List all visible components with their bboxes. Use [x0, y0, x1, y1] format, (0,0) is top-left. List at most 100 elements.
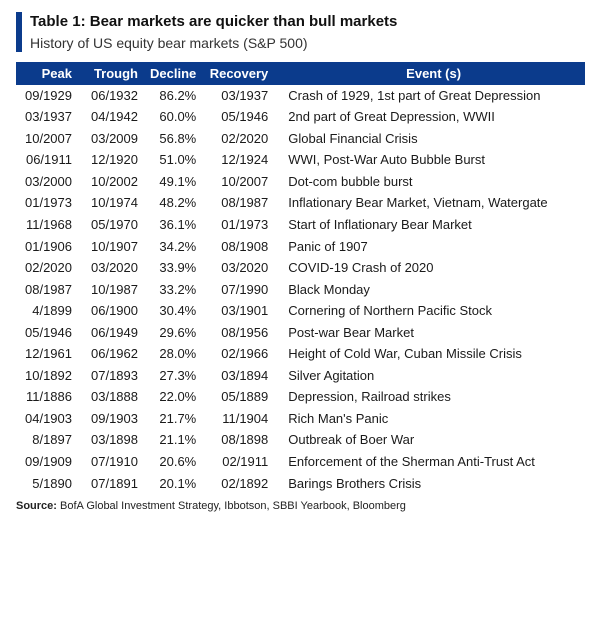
table-row: 10/200703/200956.8%02/2020Global Financi… [16, 128, 585, 150]
title-rest: Bear markets are quicker than bull marke… [86, 13, 398, 30]
cell-event: COVID-19 Crash of 2020 [274, 257, 585, 279]
cell-trough: 03/2020 [78, 257, 144, 279]
cell-peak: 5/1890 [16, 473, 78, 495]
cell-trough: 10/1907 [78, 236, 144, 258]
cell-recovery: 08/1956 [202, 322, 274, 344]
cell-recovery: 02/1966 [202, 343, 274, 365]
col-header-decline: Decline [144, 62, 202, 85]
title-prefix: Table 1: [30, 13, 86, 30]
cell-trough: 10/2002 [78, 171, 144, 193]
cell-recovery: 07/1990 [202, 279, 274, 301]
table-row: 08/198710/198733.2%07/1990Black Monday [16, 279, 585, 301]
cell-decline: 33.9% [144, 257, 202, 279]
col-header-trough: Trough [78, 62, 144, 85]
table-row: 09/192906/193286.2%03/1937Crash of 1929,… [16, 85, 585, 107]
cell-recovery: 08/1987 [202, 192, 274, 214]
cell-event: 2nd part of Great Depression, WWII [274, 106, 585, 128]
cell-decline: 20.6% [144, 451, 202, 473]
cell-trough: 07/1910 [78, 451, 144, 473]
cell-peak: 04/1903 [16, 408, 78, 430]
cell-trough: 03/1888 [78, 386, 144, 408]
cell-recovery: 01/1973 [202, 214, 274, 236]
table-row: 5/189007/189120.1%02/1892Barings Brother… [16, 473, 585, 495]
cell-recovery: 02/1892 [202, 473, 274, 495]
cell-event: Post-war Bear Market [274, 322, 585, 344]
cell-peak: 05/1946 [16, 322, 78, 344]
cell-trough: 06/1962 [78, 343, 144, 365]
cell-decline: 20.1% [144, 473, 202, 495]
cell-decline: 49.1% [144, 171, 202, 193]
title-block: Table 1: Bear markets are quicker than b… [16, 12, 585, 52]
cell-peak: 01/1906 [16, 236, 78, 258]
cell-event: Dot-com bubble burst [274, 171, 585, 193]
cell-peak: 06/1911 [16, 149, 78, 171]
cell-event: Silver Agitation [274, 365, 585, 387]
cell-recovery: 03/1894 [202, 365, 274, 387]
cell-decline: 34.2% [144, 236, 202, 258]
source-text: BofA Global Investment Strategy, Ibbotso… [57, 500, 406, 512]
table-row: 05/194606/194929.6%08/1956Post-war Bear … [16, 322, 585, 344]
cell-trough: 03/2009 [78, 128, 144, 150]
cell-peak: 11/1886 [16, 386, 78, 408]
cell-trough: 04/1942 [78, 106, 144, 128]
cell-event: Height of Cold War, Cuban Missile Crisis [274, 343, 585, 365]
table-row: 04/190309/190321.7%11/1904Rich Man's Pan… [16, 408, 585, 430]
cell-peak: 03/2000 [16, 171, 78, 193]
cell-trough: 07/1893 [78, 365, 144, 387]
cell-recovery: 03/1901 [202, 300, 274, 322]
cell-decline: 86.2% [144, 85, 202, 107]
bear-markets-table: Peak Trough Decline Recovery Event (s) 0… [16, 62, 585, 494]
cell-event: Enforcement of the Sherman Anti-Trust Ac… [274, 451, 585, 473]
cell-event: Start of Inflationary Bear Market [274, 214, 585, 236]
table-row: 11/196805/197036.1%01/1973Start of Infla… [16, 214, 585, 236]
cell-event: Cornering of Northern Pacific Stock [274, 300, 585, 322]
cell-decline: 28.0% [144, 343, 202, 365]
cell-peak: 08/1987 [16, 279, 78, 301]
table-subtitle: History of US equity bear markets (S&P 5… [30, 34, 585, 52]
cell-trough: 09/1903 [78, 408, 144, 430]
cell-trough: 03/1898 [78, 429, 144, 451]
table-row: 01/197310/197448.2%08/1987Inflationary B… [16, 192, 585, 214]
cell-peak: 09/1909 [16, 451, 78, 473]
cell-decline: 21.7% [144, 408, 202, 430]
cell-trough: 10/1974 [78, 192, 144, 214]
table-title: Table 1: Bear markets are quicker than b… [30, 12, 585, 32]
cell-trough: 06/1949 [78, 322, 144, 344]
cell-trough: 10/1987 [78, 279, 144, 301]
table-body: 09/192906/193286.2%03/1937Crash of 1929,… [16, 85, 585, 494]
cell-peak: 10/2007 [16, 128, 78, 150]
cell-recovery: 10/2007 [202, 171, 274, 193]
col-header-event: Event (s) [274, 62, 585, 85]
cell-peak: 11/1968 [16, 214, 78, 236]
cell-recovery: 05/1889 [202, 386, 274, 408]
table-row: 09/190907/191020.6%02/1911Enforcement of… [16, 451, 585, 473]
cell-event: Depression, Railroad strikes [274, 386, 585, 408]
cell-decline: 27.3% [144, 365, 202, 387]
cell-trough: 06/1900 [78, 300, 144, 322]
table-row: 12/196106/196228.0%02/1966Height of Cold… [16, 343, 585, 365]
col-header-recovery: Recovery [202, 62, 274, 85]
source-line: Source: BofA Global Investment Strategy,… [16, 500, 585, 512]
cell-peak: 03/1937 [16, 106, 78, 128]
cell-peak: 02/2020 [16, 257, 78, 279]
table-row: 01/190610/190734.2%08/1908Panic of 1907 [16, 236, 585, 258]
table-row: 03/193704/194260.0%05/19462nd part of Gr… [16, 106, 585, 128]
table-header-row: Peak Trough Decline Recovery Event (s) [16, 62, 585, 85]
col-header-peak: Peak [16, 62, 78, 85]
cell-decline: 21.1% [144, 429, 202, 451]
cell-peak: 8/1897 [16, 429, 78, 451]
cell-peak: 4/1899 [16, 300, 78, 322]
cell-recovery: 03/2020 [202, 257, 274, 279]
cell-event: Rich Man's Panic [274, 408, 585, 430]
cell-event: Outbreak of Boer War [274, 429, 585, 451]
table-row: 03/200010/200249.1%10/2007Dot-com bubble… [16, 171, 585, 193]
cell-recovery: 02/1911 [202, 451, 274, 473]
cell-peak: 12/1961 [16, 343, 78, 365]
table-row: 4/189906/190030.4%03/1901Cornering of No… [16, 300, 585, 322]
cell-event: WWI, Post-War Auto Bubble Burst [274, 149, 585, 171]
table-row: 11/188603/188822.0%05/1889Depression, Ra… [16, 386, 585, 408]
cell-trough: 05/1970 [78, 214, 144, 236]
cell-recovery: 08/1908 [202, 236, 274, 258]
cell-peak: 10/1892 [16, 365, 78, 387]
cell-trough: 06/1932 [78, 85, 144, 107]
